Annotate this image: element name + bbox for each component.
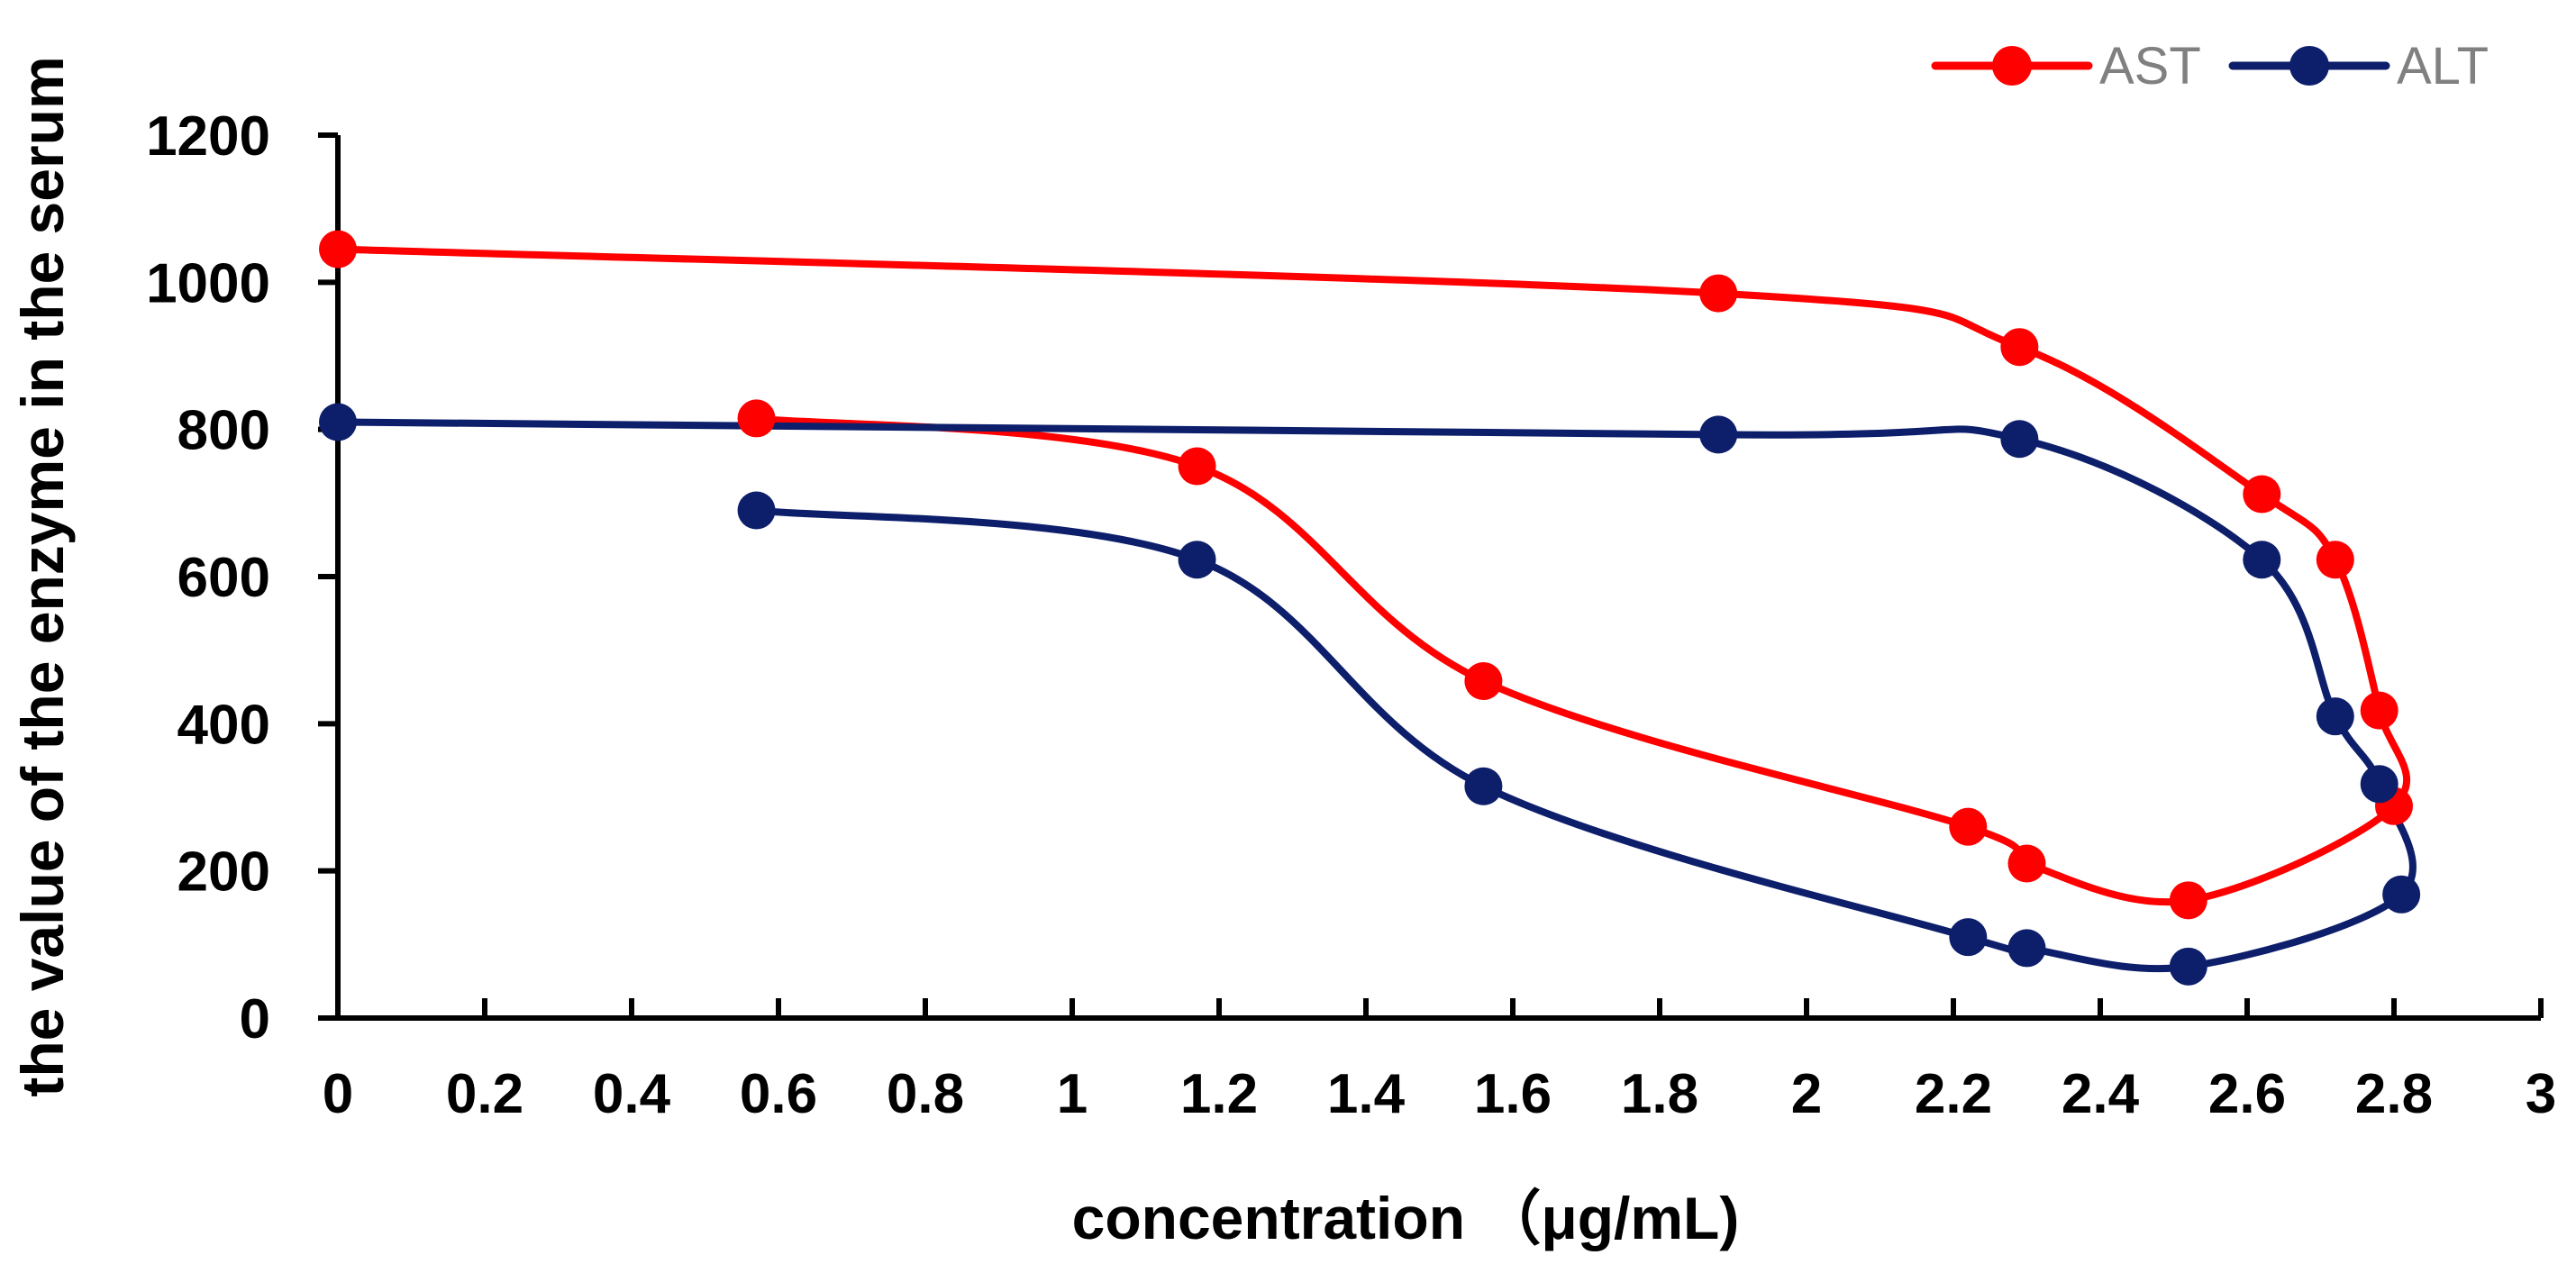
x-tick-label: 2.6 [2208, 1063, 2286, 1125]
x-tick-label: 2 [1791, 1063, 1822, 1125]
x-tick-label: 1.8 [1621, 1063, 1698, 1125]
y-tick-label: 200 [177, 841, 270, 904]
data-point-ast [2243, 475, 2281, 514]
data-point-ast [2316, 541, 2354, 579]
markers [319, 230, 2421, 986]
data-point-alt [2382, 875, 2421, 914]
data-point-alt [1178, 541, 1216, 579]
y-tick-label: 1000 [146, 252, 270, 314]
y-axis-title: the value of the enzyme in the serum [9, 56, 76, 1096]
x-tick-label: 2.8 [2355, 1063, 2433, 1125]
data-point-alt [2007, 929, 2046, 968]
data-point-alt [319, 403, 357, 441]
x-tick-label: 2.2 [1915, 1063, 1992, 1125]
data-point-ast [1949, 807, 1988, 846]
ticks: 0 0.2 0.4 0.6 0.8 1 1.2 1.4 1.6 1.8 2 2.2 2.4 2.6 2.8 3… [146, 105, 2556, 1125]
y-tick-label: 1200 [146, 105, 270, 168]
data-point-ast [737, 399, 776, 438]
x-tick-label: 0 [323, 1063, 353, 1125]
y-tick-label: 400 [177, 694, 270, 756]
legend-label-ast: AST [2099, 37, 2201, 95]
x-tick-label: 1 [1057, 1063, 1088, 1125]
data-point-ast [1178, 447, 1216, 486]
y-tick-label: 800 [177, 400, 270, 462]
x-tick-label: 1.2 [1180, 1063, 1258, 1125]
axes [335, 135, 2541, 1021]
y-tick-label: 0 [240, 988, 270, 1050]
data-point-ast [1699, 274, 1738, 313]
legend-item-alt: ALT [2228, 37, 2489, 95]
data-point-ast [2360, 691, 2399, 730]
data-point-alt [1699, 415, 1738, 454]
legend-marker-alt [2289, 46, 2329, 86]
data-point-alt [737, 491, 776, 530]
legend-marker-ast [1992, 46, 2032, 86]
data-point-ast [1464, 661, 1503, 700]
data-point-alt [2360, 765, 2399, 804]
legend-item-ast: AST [1931, 37, 2201, 95]
data-point-ast [319, 230, 357, 268]
x-tick-label: 1.4 [1327, 1063, 1406, 1125]
data-point-alt [2243, 541, 2281, 579]
x-tick-label: 0.8 [887, 1063, 964, 1125]
data-point-alt [2169, 947, 2207, 986]
x-tick-label: 3 [2526, 1063, 2556, 1125]
y-tick-label: 600 [177, 547, 270, 609]
data-point-ast [2000, 328, 2039, 367]
x-tick-label: 0.6 [740, 1063, 817, 1125]
series-layer [334, 245, 2417, 973]
legend: AST ALT [1931, 37, 2489, 95]
data-point-ast [2007, 844, 2046, 883]
x-tick-label: 1.6 [1474, 1063, 1552, 1125]
data-point-alt [1949, 918, 1988, 957]
data-point-alt [2000, 420, 2039, 459]
series-line-ast [334, 245, 2411, 906]
x-axis-title: concentration （μg/mL) [1072, 1185, 1740, 1251]
x-tick-label: 0.2 [446, 1063, 523, 1125]
data-point-ast [2169, 881, 2207, 920]
legend-label-alt: ALT [2397, 37, 2489, 95]
x-tick-label: 0.4 [593, 1063, 671, 1125]
data-point-alt [1464, 767, 1503, 805]
series-line-alt [334, 418, 2417, 973]
x-tick-label: 2.4 [2062, 1063, 2140, 1125]
data-point-alt [2316, 697, 2354, 736]
